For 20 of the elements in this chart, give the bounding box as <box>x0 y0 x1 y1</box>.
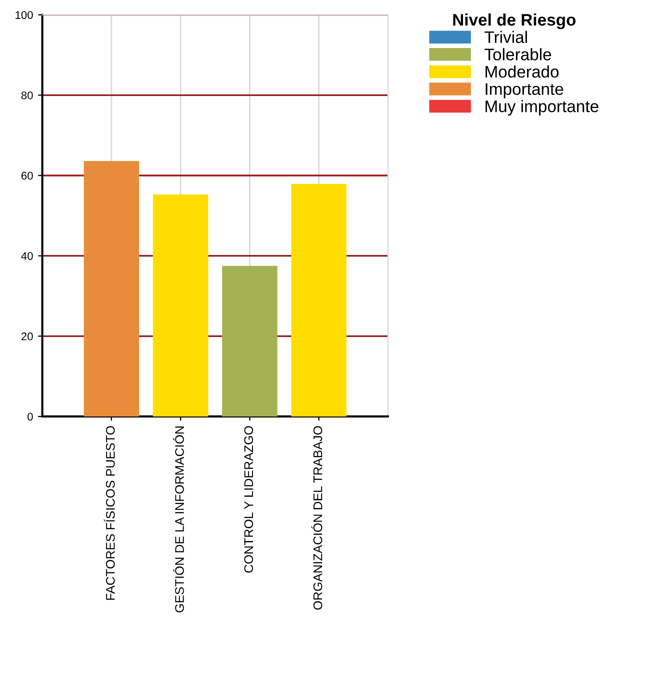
x-tick-label: CONTROL Y LIDERAZGO <box>244 426 254 573</box>
legend-label: Muy importante <box>486 100 598 116</box>
y-tick-label: 40 <box>21 252 33 260</box>
y-tick-label: 20 <box>21 332 33 340</box>
x-tick-label: FACTORES FÍSICOS PUESTO <box>104 426 115 600</box>
legend-label: Importante <box>486 83 564 98</box>
legend-title: Nivel de Riesgo <box>453 13 576 30</box>
y-tick-label: 60 <box>21 172 33 180</box>
y-tick-label: 80 <box>21 91 33 100</box>
bar <box>84 161 140 416</box>
y-tick-label: 100 <box>16 11 33 19</box>
x-tick-label: ORGANIZACIÓN DEL TRABAJO <box>311 426 322 610</box>
y-tick-label: 0 <box>28 412 33 421</box>
legend-label: Trivial <box>484 30 527 44</box>
legend-label: Moderado <box>486 65 559 78</box>
bar <box>152 194 208 416</box>
x-tick-label: GESTIÓN DE LA INFORMACIÓN <box>172 426 184 612</box>
bar <box>291 184 347 416</box>
bar <box>222 266 278 416</box>
legend-label: Tolerable <box>484 48 552 60</box>
